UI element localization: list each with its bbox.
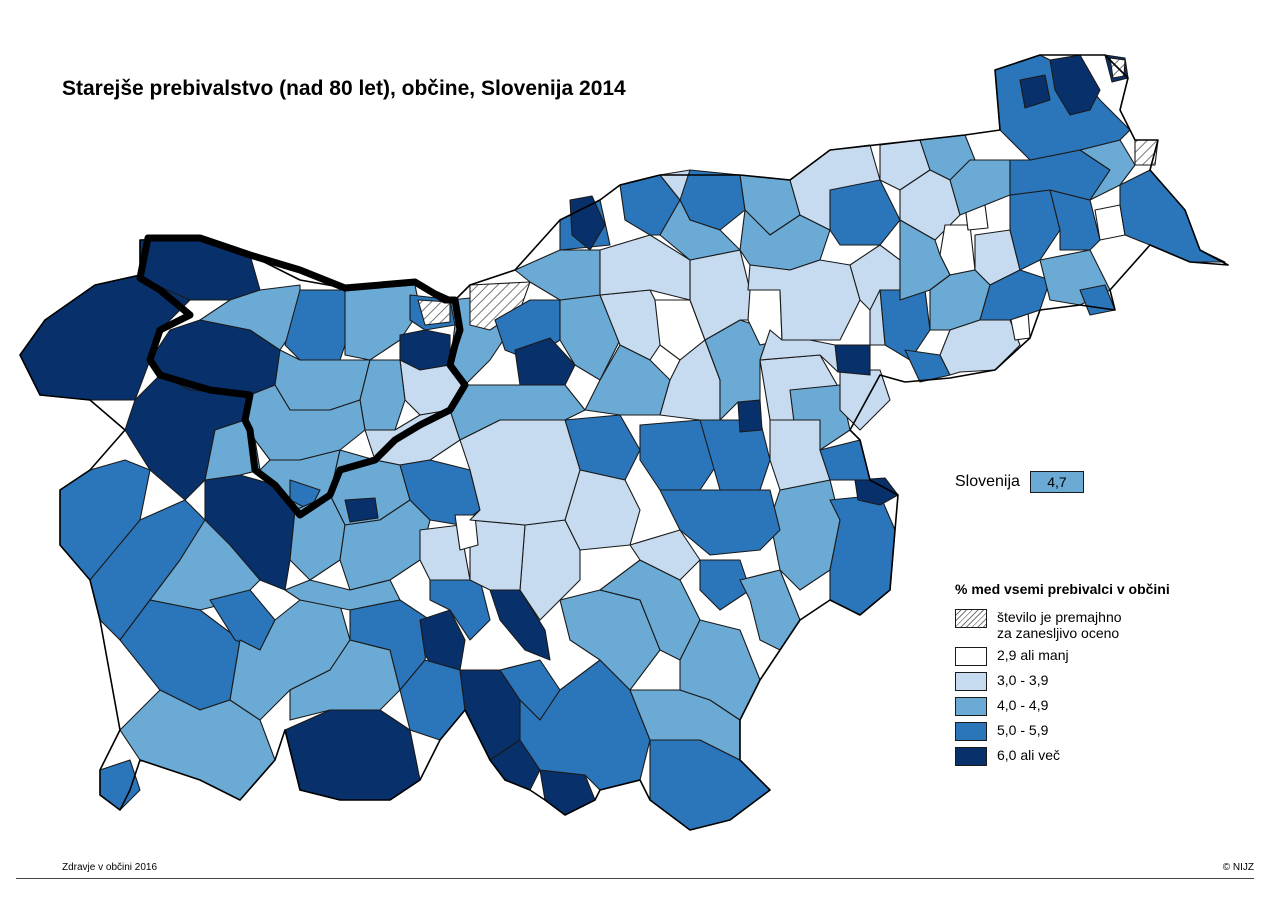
- legend-item: 5,0 - 5,9: [955, 722, 1255, 741]
- municipality[interactable]: [829, 179, 901, 246]
- municipality[interactable]: [284, 579, 401, 611]
- footer-copyright: © NIJZ: [1222, 862, 1254, 873]
- legend-swatch: [955, 647, 987, 666]
- legend-item: 3,0 - 3,9: [955, 672, 1255, 691]
- legend-swatch: [955, 722, 987, 741]
- legend-swatch: [955, 672, 987, 691]
- municipality[interactable]: [454, 514, 479, 551]
- legend-label: 3,0 - 3,9: [997, 672, 1049, 688]
- legend-swatch: [955, 697, 987, 716]
- municipality[interactable]: [834, 344, 871, 376]
- municipality[interactable]: [417, 299, 451, 326]
- legend-label: 5,0 - 5,9: [997, 722, 1049, 738]
- legend-item: 2,9 ali manj: [955, 647, 1255, 666]
- municipality[interactable]: [344, 497, 379, 523]
- legend-item: 6,0 ali več: [955, 747, 1255, 766]
- legend-swatch-hatched: [955, 609, 987, 628]
- country-border: [19, 54, 1229, 831]
- national-average: Slovenija 4,7: [955, 471, 1084, 493]
- municipality[interactable]: [99, 759, 141, 811]
- municipality[interactable]: [244, 384, 366, 461]
- footer-source: Zdravje v občini 2016: [62, 862, 158, 873]
- highlighted-region-outline: [136, 234, 469, 519]
- national-label: Slovenija: [955, 473, 1020, 490]
- municipality[interactable]: [839, 369, 891, 431]
- legend-item: število je premajhno za zanesljivo oceno: [955, 609, 1255, 641]
- municipality[interactable]: [1019, 74, 1051, 109]
- municipality[interactable]: [854, 477, 899, 506]
- municipality[interactable]: [829, 494, 896, 616]
- municipality[interactable]: [149, 519, 261, 611]
- legend-swatch: [955, 747, 987, 766]
- footer: Zdravje v občini 2016 © NIJZ: [62, 862, 1254, 873]
- legend-item: 4,0 - 4,9: [955, 697, 1255, 716]
- municipality[interactable]: [747, 259, 861, 341]
- municipality[interactable]: [519, 659, 651, 791]
- municipality[interactable]: [629, 529, 701, 581]
- municipality[interactable]: [1119, 169, 1226, 263]
- national-value-box: 4,7: [1029, 471, 1084, 493]
- legend-label: 6,0 ali več: [997, 747, 1061, 763]
- legend-label: število je premajhno za zanesljivo oceno: [997, 609, 1122, 641]
- municipality[interactable]: [869, 289, 886, 346]
- map-title: Starejše prebivalstvo (nad 80 let), obči…: [62, 77, 626, 100]
- municipality[interactable]: [459, 419, 581, 526]
- municipality[interactable]: [419, 524, 471, 581]
- municipality[interactable]: [759, 329, 839, 373]
- municipalities: [19, 54, 1226, 831]
- municipality[interactable]: [514, 337, 576, 386]
- municipality[interactable]: [737, 399, 763, 433]
- municipality[interactable]: [514, 249, 601, 301]
- legend: % med vsemi prebivalci v občini število …: [955, 581, 1255, 772]
- municipality[interactable]: [284, 709, 421, 801]
- footer-rule: [16, 878, 1254, 879]
- municipality[interactable]: [569, 195, 606, 251]
- municipality[interactable]: [739, 569, 801, 651]
- municipality[interactable]: [819, 439, 871, 481]
- municipality[interactable]: [699, 559, 751, 611]
- legend-title: % med vsemi prebivalci v občini: [955, 581, 1170, 597]
- municipality[interactable]: [649, 739, 771, 831]
- municipality[interactable]: [659, 489, 781, 556]
- municipality[interactable]: [469, 519, 526, 591]
- legend-label: 4,0 - 4,9: [997, 697, 1049, 713]
- municipality[interactable]: [659, 199, 741, 261]
- legend-label: 2,9 ali manj: [997, 647, 1069, 663]
